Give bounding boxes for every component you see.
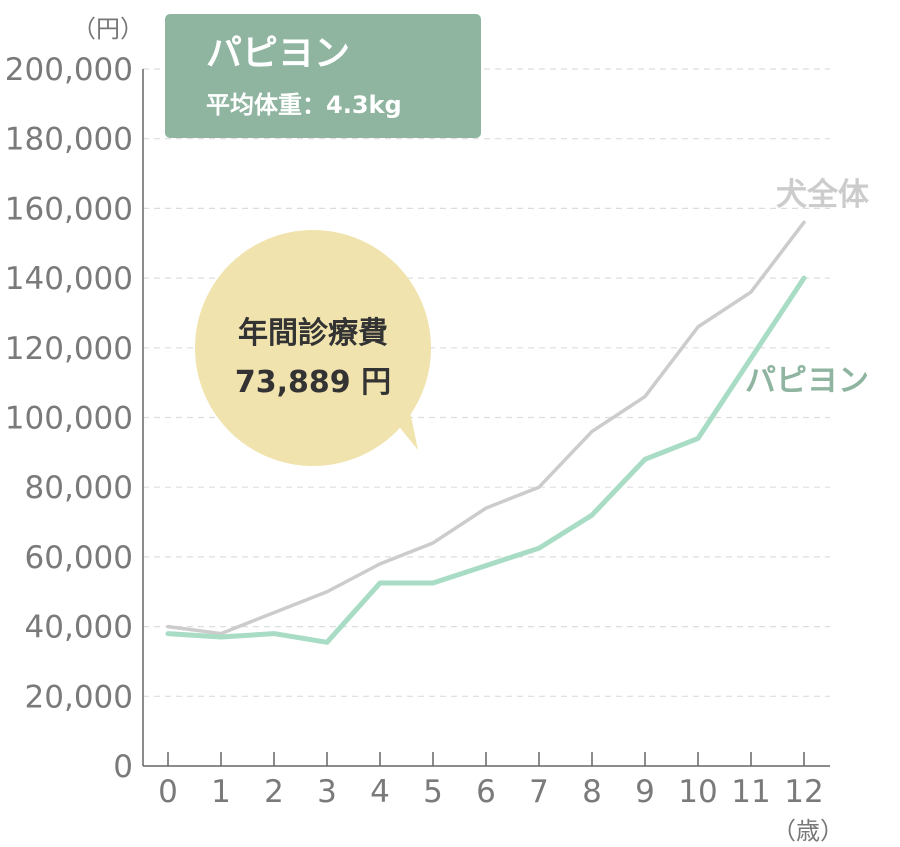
axes: 0 20,000 40,000 60,000 80,000 100,000 120,000 1…: [5, 52, 830, 810]
series-line-papillon: [165, 275, 807, 645]
y-tick-label: 80,000: [25, 470, 133, 506]
x-tick-label: 6: [476, 774, 496, 810]
x-tick-label: 9: [635, 774, 655, 810]
callout-tail: [392, 402, 418, 450]
x-tick-label: 2: [264, 774, 284, 810]
series-label-overall: 犬全体: [776, 177, 869, 213]
y-tick-label: 200,000: [5, 52, 133, 88]
y-tick-label: 60,000: [25, 540, 133, 576]
x-tick-label: 4: [370, 774, 390, 810]
callout-bubble: [195, 230, 431, 466]
chart-subtitle: 平均体重：4.3kg: [206, 91, 402, 119]
x-tick-label: 1: [211, 774, 231, 810]
x-tick-label: 10: [678, 774, 717, 810]
y-tick-label: 20,000: [25, 679, 133, 715]
y-tick-label: 180,000: [5, 122, 133, 158]
series-line-overall: [166, 220, 806, 636]
y-axis-unit: （円）: [72, 15, 144, 43]
x-tick-label: 0: [158, 774, 178, 810]
chart-title: パピヨン: [206, 33, 350, 74]
x-tick-label: 7: [529, 774, 549, 810]
x-tick-label: 11: [731, 774, 770, 810]
y-tick-label: 120,000: [5, 331, 133, 367]
callout-line2: 73,889 円: [235, 365, 391, 400]
callout-line1: 年間診療費: [238, 316, 388, 351]
y-tick-label: 100,000: [5, 401, 133, 437]
x-tick-label: 8: [582, 774, 602, 810]
series-lines: [165, 220, 807, 645]
x-axis-unit: （歳）: [772, 817, 844, 845]
series-label-papillon: パピヨン: [745, 363, 869, 399]
y-tick-label: 0: [113, 749, 133, 785]
title-box: [165, 14, 481, 138]
x-tick-label: 5: [423, 774, 443, 810]
y-tick-label: 140,000: [5, 261, 133, 297]
x-tick-label: 3: [317, 774, 337, 810]
y-tick-label: 40,000: [25, 610, 133, 646]
x-tick-label: 12: [784, 774, 823, 810]
y-tick-label: 160,000: [5, 191, 133, 227]
